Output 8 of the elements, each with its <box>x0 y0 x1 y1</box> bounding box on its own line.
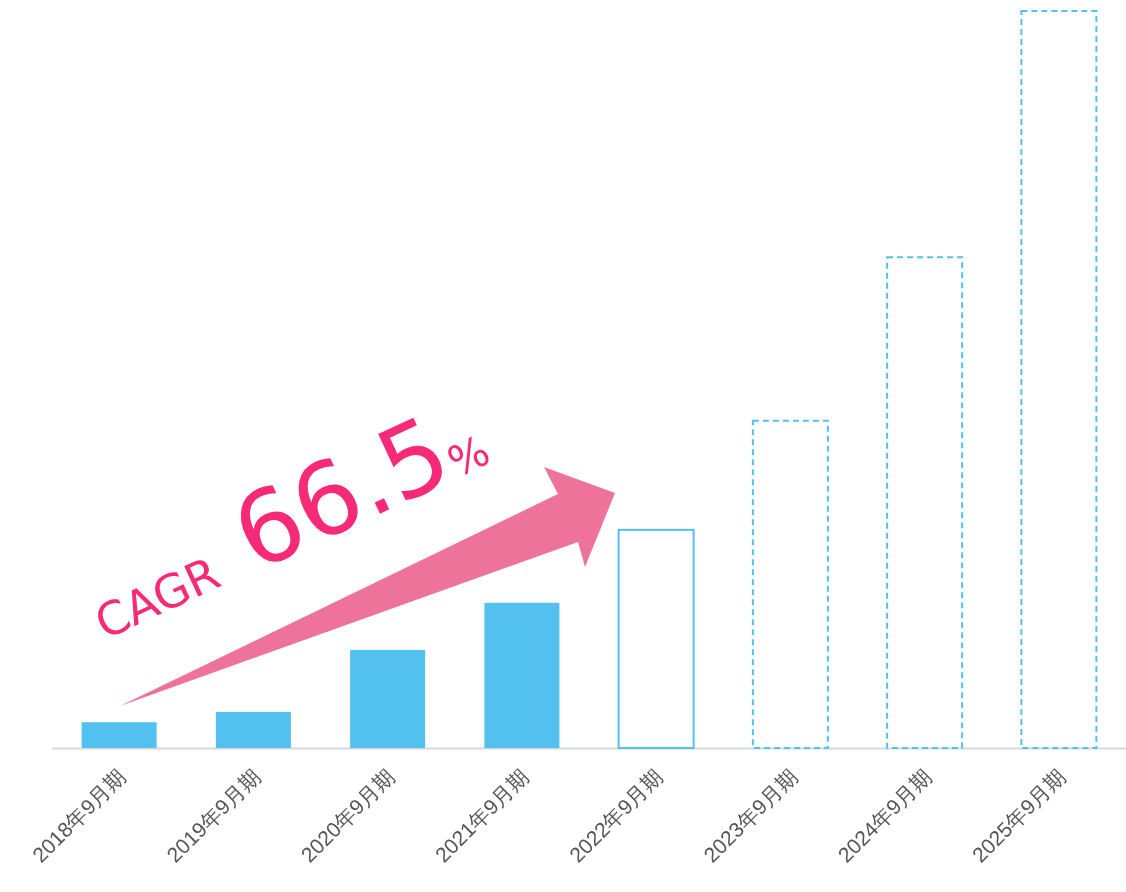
annotation: CAGR <box>86 545 228 650</box>
bar <box>886 256 964 749</box>
bar <box>350 649 426 748</box>
bar <box>215 711 291 748</box>
bar <box>81 722 157 748</box>
bar <box>1020 10 1098 749</box>
bar <box>484 602 560 748</box>
bar <box>751 419 829 749</box>
